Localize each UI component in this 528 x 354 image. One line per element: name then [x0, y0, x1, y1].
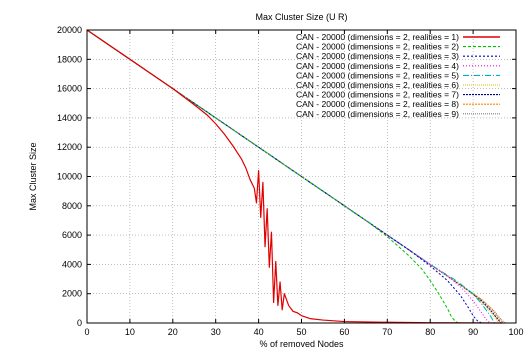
y-tick-label: 20000 — [57, 25, 82, 35]
series-line-realities-3 — [86, 29, 482, 324]
x-axis-label: % of removed Nodes — [259, 339, 344, 349]
legend-label: CAN - 20000 (dimensions = 2, realities =… — [296, 51, 459, 61]
legend-label: CAN - 20000 (dimensions = 2, realities =… — [296, 80, 459, 90]
x-tick-label: 70 — [382, 327, 392, 337]
legend-item: CAN - 20000 (dimensions = 2, realities =… — [296, 70, 500, 80]
x-tick-label: 60 — [339, 327, 349, 337]
legend-item: CAN - 20000 (dimensions = 2, realities =… — [296, 32, 500, 42]
y-tick-label: 0 — [77, 318, 82, 328]
x-tick-label: 30 — [211, 327, 221, 337]
legend-label: CAN - 20000 (dimensions = 2, realities =… — [296, 109, 459, 119]
x-tick-label: 20 — [168, 327, 178, 337]
x-tick-label: 100 — [508, 327, 523, 337]
x-tick-label: 0 — [84, 327, 89, 337]
legend-item: CAN - 20000 (dimensions = 2, realities =… — [296, 80, 500, 90]
x-tick-label: 40 — [254, 327, 264, 337]
legend-item: CAN - 20000 (dimensions = 2, realities =… — [296, 90, 500, 100]
y-tick-label: 16000 — [57, 84, 82, 94]
y-tick-label: 10000 — [57, 172, 82, 182]
y-tick-label: 14000 — [57, 113, 82, 123]
grid — [87, 30, 516, 323]
y-tick-label: 18000 — [57, 54, 82, 64]
legend-label: CAN - 20000 (dimensions = 2, realities =… — [296, 70, 459, 80]
chart-title: Max Cluster Size (U R) — [255, 12, 347, 22]
legend-label: CAN - 20000 (dimensions = 2, realities =… — [296, 90, 459, 100]
legend-item: CAN - 20000 (dimensions = 2, realities =… — [296, 109, 500, 119]
axis-ticks: 0 10 20 30 40 50 60 70 80 90 100 0 2000 4000 6000 8000 1… — [57, 25, 524, 337]
x-tick-label: 90 — [468, 327, 478, 337]
legend-item: CAN - 20000 (dimensions = 2, realities =… — [296, 61, 500, 71]
y-tick-label: 6000 — [62, 230, 82, 240]
y-tick-label: 12000 — [57, 142, 82, 152]
y-axis-label: Max Cluster Size — [28, 142, 38, 210]
y-tick-label: 2000 — [62, 289, 82, 299]
legend-item: CAN - 20000 (dimensions = 2, realities =… — [296, 42, 500, 52]
x-tick-label: 80 — [425, 327, 435, 337]
series-line-realities-2 — [86, 29, 461, 324]
x-tick-label: 10 — [125, 327, 135, 337]
legend-label: CAN - 20000 (dimensions = 2, realities =… — [296, 32, 459, 42]
legend: CAN - 20000 (dimensions = 2, realities =… — [296, 32, 500, 119]
series-lines — [86, 29, 506, 324]
legend-item: CAN - 20000 (dimensions = 2, realities =… — [296, 51, 500, 61]
series-line-realities-1 — [86, 29, 504, 324]
y-tick-label: 8000 — [62, 201, 82, 211]
legend-label: CAN - 20000 (dimensions = 2, realities =… — [296, 61, 459, 71]
legend-label: CAN - 20000 (dimensions = 2, realities =… — [296, 99, 459, 109]
legend-label: CAN - 20000 (dimensions = 2, realities =… — [296, 42, 459, 52]
x-tick-label: 50 — [296, 327, 306, 337]
legend-item: CAN - 20000 (dimensions = 2, realities =… — [296, 99, 500, 109]
y-tick-label: 4000 — [62, 259, 82, 269]
series-line-realities-4 — [86, 29, 491, 324]
